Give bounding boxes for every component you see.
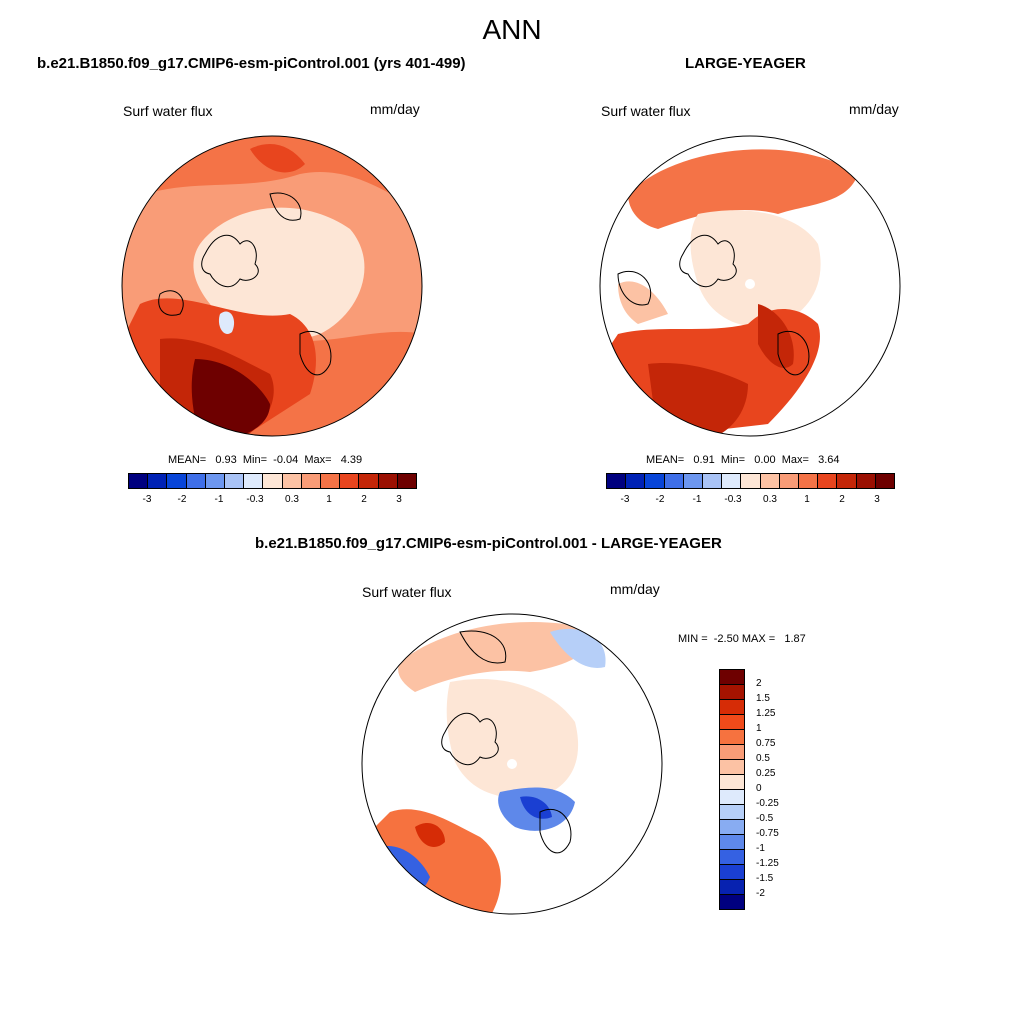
cbar3-swatch (720, 700, 744, 715)
panel3-stats: MIN = -2.50 MAX = 1.87 (678, 633, 806, 645)
cbar1-tick: -1 (214, 494, 224, 505)
panel1-heading: b.e21.B1850.f09_g17.CMIP6-esm-piControl.… (37, 55, 466, 72)
cbar3-tick: 0.75 (756, 738, 776, 749)
cbar2-swatch (760, 474, 780, 488)
cbar2-swatch (779, 474, 800, 488)
cbar3-swatch (720, 790, 744, 805)
cbar2-swatch (607, 474, 627, 488)
panel1-colorbar (128, 473, 417, 489)
cbar1-swatch (167, 474, 187, 488)
panel1-stats: MEAN= 0.93 Min= -0.04 Max= 4.39 (168, 454, 363, 466)
cbar3-swatch (720, 760, 744, 775)
cbar1-tick: -0.3 (246, 494, 264, 505)
cbar1-swatch (244, 474, 264, 488)
cbar2-swatch (837, 474, 857, 488)
cbar2-swatch (645, 474, 665, 488)
cbar3-swatch (720, 745, 744, 760)
cbar1-swatch (301, 474, 322, 488)
cbar3-tick: -0.75 (756, 828, 779, 839)
cbar3-tick: -1.25 (756, 858, 779, 869)
cbar3-tick: 1 (756, 723, 762, 734)
figure-title: ANN (482, 14, 542, 45)
cbar2-swatch (799, 474, 819, 488)
panel2-polar-map (599, 135, 901, 437)
panel2-colorbar-ticks: -3 -2 -1 -0.3 0.3 1 2 3 (606, 494, 895, 508)
cbar1-swatch (263, 474, 283, 488)
cbar2-swatch (626, 474, 646, 488)
cbar1-swatch (378, 474, 398, 488)
panel1-polar-map (121, 135, 423, 437)
cbar2-tick: 3 (874, 494, 880, 505)
cbar2-tick: -3 (620, 494, 630, 505)
cbar3-swatch (720, 820, 744, 835)
cbar2-swatch (664, 474, 684, 488)
cbar3-swatch (720, 835, 744, 850)
cbar3-tick: 0.25 (756, 768, 776, 779)
cbar2-tick: 0.3 (763, 494, 777, 505)
cbar2-tick: -0.3 (724, 494, 742, 505)
cbar1-swatch (186, 474, 206, 488)
cbar2-swatch (683, 474, 704, 488)
cbar2-swatch (722, 474, 742, 488)
panel1-colorbar-ticks: -3 -2 -1 -0.3 0.3 1 2 3 (128, 494, 417, 508)
panel3-colorbar (719, 669, 745, 910)
panel3-polar-map (361, 613, 663, 915)
cbar1-swatch (359, 474, 379, 488)
cbar3-swatch (720, 880, 744, 895)
cbar2-swatch (741, 474, 761, 488)
cbar3-tick: -1 (756, 843, 765, 854)
cbar1-tick: 3 (396, 494, 402, 505)
cbar1-tick: 0.3 (285, 494, 299, 505)
cbar1-swatch (129, 474, 149, 488)
cbar3-tick: 0 (756, 783, 762, 794)
cbar1-swatch (397, 474, 417, 488)
cbar1-swatch (282, 474, 302, 488)
cbar2-tick: 2 (839, 494, 845, 505)
cbar3-tick: -2 (756, 888, 765, 899)
panel3-heading: b.e21.B1850.f09_g17.CMIP6-esm-piControl.… (255, 535, 722, 552)
cbar1-swatch (321, 474, 341, 488)
panel2-variable: Surf water flux (601, 103, 691, 119)
cbar1-tick: -2 (177, 494, 187, 505)
cbar3-tick: -1.5 (756, 873, 774, 884)
cbar1-swatch (225, 474, 245, 488)
panel3-units: mm/day (610, 581, 660, 597)
cbar3-swatch (720, 850, 744, 865)
cbar3-tick: 1.25 (756, 708, 776, 719)
cbar2-swatch (856, 474, 876, 488)
cbar3-tick: 0.5 (756, 753, 770, 764)
cbar3-swatch (720, 685, 744, 700)
cbar1-tick: 2 (361, 494, 367, 505)
cbar2-tick: -2 (655, 494, 665, 505)
cbar3-tick: -0.5 (756, 813, 774, 824)
panel2-stats: MEAN= 0.91 Min= 0.00 Max= 3.64 (646, 454, 840, 466)
cbar3-swatch (720, 730, 744, 745)
cbar2-tick: -1 (692, 494, 702, 505)
cbar3-swatch (720, 895, 744, 909)
cbar3-swatch (720, 805, 744, 820)
panel2-units: mm/day (849, 101, 899, 117)
cbar1-swatch (205, 474, 226, 488)
panel1-variable: Surf water flux (123, 103, 213, 119)
panel3-variable: Surf water flux (362, 584, 452, 600)
cbar1-tick: -3 (142, 494, 152, 505)
cbar3-tick: 1.5 (756, 693, 770, 704)
cbar3-tick: 2 (756, 678, 762, 689)
cbar3-swatch (720, 670, 744, 685)
cbar2-swatch (875, 474, 895, 488)
panel2-heading: LARGE-YEAGER (685, 55, 806, 72)
panel2-colorbar (606, 473, 895, 489)
cbar2-tick: 1 (804, 494, 810, 505)
cbar3-swatch (720, 715, 744, 730)
panel1-units: mm/day (370, 101, 420, 117)
cbar3-swatch (720, 865, 744, 880)
cbar2-swatch (818, 474, 838, 488)
cbar2-swatch (703, 474, 723, 488)
cbar1-tick: 1 (326, 494, 332, 505)
cbar1-swatch (148, 474, 168, 488)
cbar1-swatch (340, 474, 360, 488)
cbar3-tick: -0.25 (756, 798, 779, 809)
cbar3-swatch (720, 775, 744, 790)
panel3-colorbar-ticks: 2 1.5 1.25 1 0.75 0.5 0.25 0 -0.25 -0.5 … (756, 669, 796, 910)
